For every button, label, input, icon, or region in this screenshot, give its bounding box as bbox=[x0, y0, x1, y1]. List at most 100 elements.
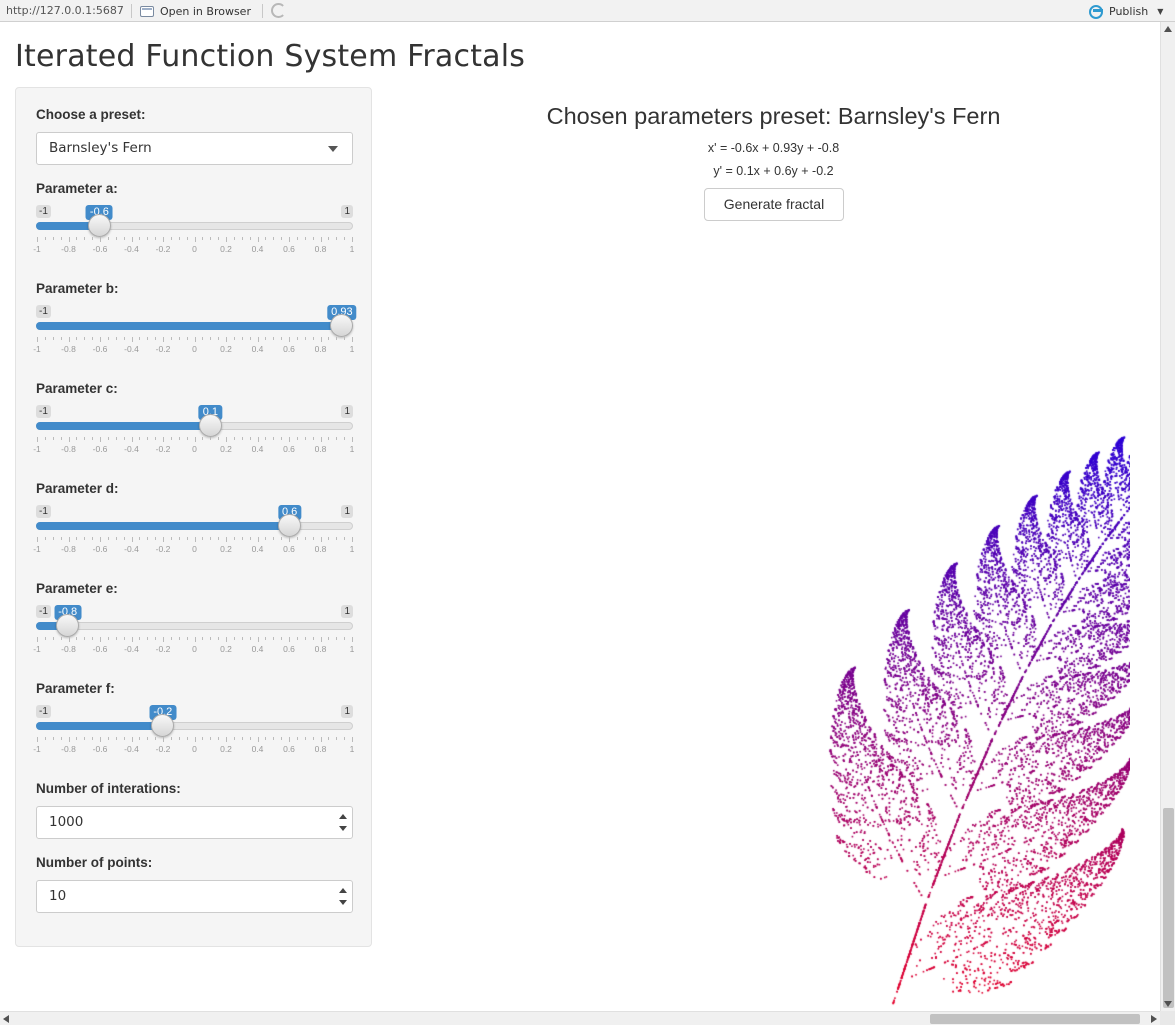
slider-tick bbox=[296, 737, 298, 740]
slider-tick bbox=[202, 737, 204, 740]
browser-window-icon bbox=[140, 5, 154, 17]
points-input[interactable]: 10 bbox=[36, 880, 353, 913]
slider-tick bbox=[92, 737, 94, 740]
slider-ticks: -1 -0.8 -0.6 -0.4 -0.2 0 0.2 0.4 0.6 0.8 1 bbox=[33, 737, 354, 757]
slider-tick-label: 0.4 bbox=[251, 744, 264, 754]
slider-tick bbox=[139, 437, 141, 440]
slider-tick bbox=[320, 337, 322, 342]
slider-tick bbox=[170, 237, 172, 240]
slider-tick bbox=[289, 337, 290, 342]
slider-tick bbox=[60, 537, 62, 540]
slider-tick-label: -0.8 bbox=[61, 344, 76, 354]
open-in-browser-button[interactable]: Open in Browser bbox=[140, 3, 251, 19]
scroll-right-icon[interactable] bbox=[1151, 1015, 1157, 1023]
horizontal-scrollbar[interactable] bbox=[0, 1011, 1160, 1025]
slider-handle[interactable] bbox=[151, 714, 175, 737]
horizontal-scroll-thumb[interactable] bbox=[930, 1014, 1140, 1024]
slider-tick bbox=[241, 537, 243, 540]
slider-tick-label: 0.4 bbox=[251, 244, 264, 254]
slider-handle[interactable] bbox=[198, 414, 222, 437]
parameter-slider[interactable]: -1 1 0.1 -1 -0.8 -0.6 -0.4 -0.2 0 0.2 0.4 0.6 0.8 1 bbox=[33, 405, 354, 465]
slider-label: Parameter e: bbox=[36, 581, 118, 596]
slider-tick bbox=[44, 637, 46, 640]
slider-tick bbox=[218, 237, 220, 240]
slider-tick bbox=[37, 537, 38, 542]
slider-label: Parameter d: bbox=[36, 481, 119, 496]
slider-tick bbox=[210, 537, 212, 540]
slider-tick-label: -0.8 bbox=[61, 244, 76, 254]
scroll-down-icon[interactable] bbox=[1164, 1001, 1172, 1007]
slider-tick bbox=[131, 337, 133, 342]
slider-handle[interactable] bbox=[56, 614, 80, 637]
slider-tick bbox=[320, 637, 322, 642]
slider-tick bbox=[178, 737, 180, 740]
slider-tick-label: -0.8 bbox=[61, 544, 76, 554]
slider-tick-label: -0.8 bbox=[61, 744, 76, 754]
vertical-scrollbar[interactable] bbox=[1160, 22, 1175, 1011]
slider-tick bbox=[186, 337, 188, 340]
slider-tick-label: -0.2 bbox=[155, 244, 171, 254]
slider-handle[interactable] bbox=[87, 214, 111, 237]
slider-tick bbox=[312, 337, 314, 340]
refresh-icon[interactable] bbox=[271, 3, 286, 18]
slider-tick-label: -1 bbox=[33, 744, 41, 754]
slider-tick bbox=[100, 437, 101, 442]
parameter-slider[interactable]: -1 1 0.6 -1 -0.8 -0.6 -0.4 -0.2 0 0.2 0.4 0.6 0.8 1 bbox=[33, 505, 354, 565]
slider-tick bbox=[100, 737, 101, 742]
publish-label: Publish bbox=[1109, 4, 1149, 18]
slider-tick bbox=[344, 737, 346, 740]
slider-tick bbox=[147, 337, 149, 340]
slider-tick bbox=[281, 737, 283, 740]
formula-y: y' = 0.1x + 0.6y + -0.2 bbox=[713, 164, 834, 178]
slider-handle[interactable] bbox=[278, 514, 302, 537]
stepper-down-icon[interactable] bbox=[339, 900, 347, 905]
slider-tick bbox=[194, 637, 196, 642]
slider-tick bbox=[320, 737, 322, 742]
stepper-down-icon[interactable] bbox=[339, 826, 347, 831]
iterations-value: 1000 bbox=[49, 814, 84, 830]
scroll-up-icon[interactable] bbox=[1164, 26, 1172, 32]
slider-handle[interactable] bbox=[330, 314, 354, 337]
parameter-slider[interactable]: -1 1 -0.8 -1 -0.8 -0.6 -0.4 -0.2 0 0.2 0.4 0.6 0.8 1 bbox=[33, 605, 354, 665]
parameter-slider[interactable]: -1 1 -0.6 -1 -0.8 -0.6 -0.4 -0.2 0 0.2 0.4 0.6 0.8 1 bbox=[33, 205, 354, 265]
scroll-left-icon[interactable] bbox=[3, 1015, 9, 1023]
slider-tick bbox=[218, 737, 220, 740]
slider-tick-label: -0.2 bbox=[155, 544, 171, 554]
slider-tick bbox=[202, 637, 204, 640]
chevron-down-icon[interactable]: ▼ bbox=[1157, 6, 1164, 16]
slider-tick bbox=[249, 637, 251, 640]
parameter-slider[interactable]: -110.93-1-0.8-0.6-0.4-0.200.20.40.60.81 bbox=[33, 305, 357, 365]
publish-button[interactable]: Publish ▼ bbox=[1088, 3, 1163, 19]
points-stepper[interactable] bbox=[338, 886, 348, 908]
slider-tick bbox=[328, 737, 330, 740]
slider-tick bbox=[344, 237, 346, 240]
slider-tick bbox=[37, 437, 38, 442]
slider-tick bbox=[163, 637, 164, 642]
slider-tick bbox=[233, 537, 235, 540]
slider-tick bbox=[131, 637, 133, 642]
slider-tick-label: 0.6 bbox=[283, 544, 295, 554]
slider-fill bbox=[36, 522, 290, 530]
slider-tick bbox=[352, 437, 353, 442]
slider-fill bbox=[36, 722, 163, 730]
iterations-input[interactable]: 1000 bbox=[36, 806, 353, 839]
slider-tick bbox=[202, 337, 204, 340]
slider-track[interactable] bbox=[36, 622, 353, 630]
slider-tick-label: -0.2 bbox=[155, 444, 171, 454]
slider-tick bbox=[352, 337, 353, 342]
slider-tick-label: 0.6 bbox=[283, 644, 295, 654]
preset-select[interactable]: Barnsley's Fern bbox=[36, 132, 353, 165]
generate-fractal-button[interactable]: Generate fractal bbox=[704, 188, 844, 221]
slider-tick bbox=[163, 237, 164, 242]
slider-tick bbox=[304, 437, 306, 440]
stepper-up-icon[interactable] bbox=[339, 888, 347, 893]
slider-tick bbox=[218, 437, 220, 440]
iterations-stepper[interactable] bbox=[338, 812, 348, 834]
slider-tick bbox=[202, 437, 204, 440]
slider-tick bbox=[92, 237, 94, 240]
slider-tick bbox=[37, 237, 38, 242]
vertical-scroll-thumb[interactable] bbox=[1163, 808, 1174, 1008]
parameter-slider[interactable]: -1 1 -0.2 -1 -0.8 -0.6 -0.4 -0.2 0 0.2 0.4 0.6 0.8 1 bbox=[33, 705, 354, 765]
slider-tick-label: -0.8 bbox=[61, 644, 76, 654]
stepper-up-icon[interactable] bbox=[339, 814, 347, 819]
